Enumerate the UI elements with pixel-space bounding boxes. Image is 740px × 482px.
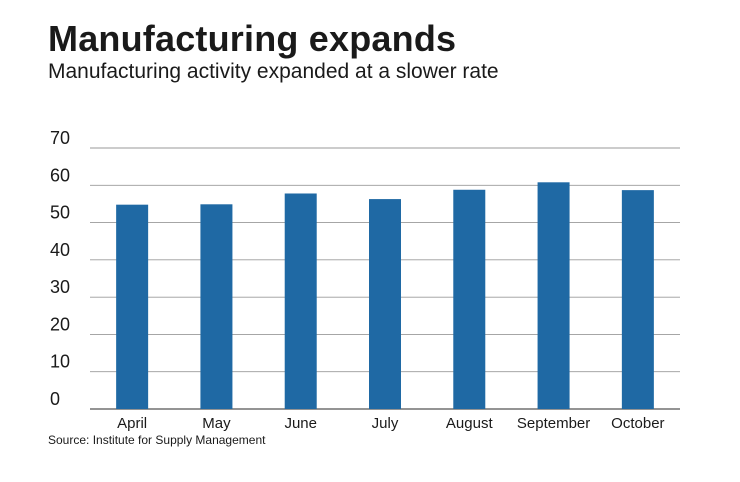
x-category-label: October: [611, 415, 664, 432]
y-tick-label: 20: [50, 314, 70, 334]
x-category-label: July: [372, 415, 399, 432]
chart-title: Manufacturing expands: [48, 18, 457, 59]
y-tick-label: 60: [50, 165, 70, 185]
bar-october: [621, 190, 654, 409]
bar-september: [537, 182, 570, 409]
x-category-label: May: [202, 415, 231, 432]
bar-july: [369, 199, 401, 409]
x-category-label: June: [284, 415, 317, 432]
x-category-label: September: [517, 415, 590, 432]
y-tick-label: 0: [50, 389, 60, 409]
x-category-labels: April May June July August September October: [117, 415, 664, 432]
x-category-label: August: [446, 415, 494, 432]
bar-may: [200, 204, 233, 409]
y-tick-labels: 0 10 20 30 40 50 60 70: [50, 128, 70, 409]
chart-subtitle: Manufacturing activity expanded at a slo…: [48, 60, 499, 83]
y-tick-label: 50: [50, 203, 70, 223]
y-tick-label: 10: [50, 352, 70, 372]
y-tick-label: 70: [50, 128, 70, 148]
bar-august: [453, 189, 486, 409]
source-note: Source: Institute for Supply Management: [48, 433, 266, 447]
bars: [116, 182, 654, 409]
x-category-label: April: [117, 415, 147, 432]
bar-april: [116, 204, 149, 409]
y-tick-label: 40: [50, 240, 70, 260]
bar-june: [284, 193, 317, 409]
y-tick-label: 30: [50, 277, 70, 297]
